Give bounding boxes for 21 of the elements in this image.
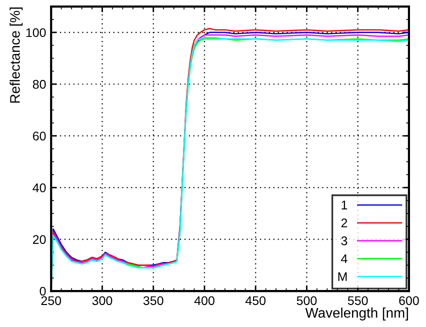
- y-tick-label: 80: [32, 80, 46, 89]
- y-tick-label: 0: [40, 286, 46, 296]
- x-tick-label: 550: [348, 296, 368, 306]
- legend-label: M: [338, 272, 347, 281]
- x-tick-label: 600: [399, 296, 419, 306]
- x-tick-label: 250: [41, 296, 62, 306]
- legend-label: 2: [341, 218, 348, 228]
- x-tick-label: 500: [296, 296, 317, 306]
- x-tick-label: 450: [245, 296, 266, 306]
- x-tick-label: 300: [92, 296, 112, 306]
- legend-label: 1: [342, 200, 348, 210]
- x-tick-label: 350: [143, 296, 164, 306]
- y-tick-label: 100: [26, 28, 46, 38]
- legend-label: 4: [341, 254, 348, 264]
- y-tick-label: 40: [32, 183, 46, 192]
- legend-label: 3: [341, 236, 348, 246]
- x-tick-label: 400: [194, 296, 214, 306]
- x-axis-title: Wavelength [nm]: [305, 308, 408, 320]
- y-tick-label: 60: [32, 132, 46, 141]
- y-tick-label: 20: [32, 235, 46, 244]
- y-axis-title: Reflectance [%]: [10, 8, 23, 103]
